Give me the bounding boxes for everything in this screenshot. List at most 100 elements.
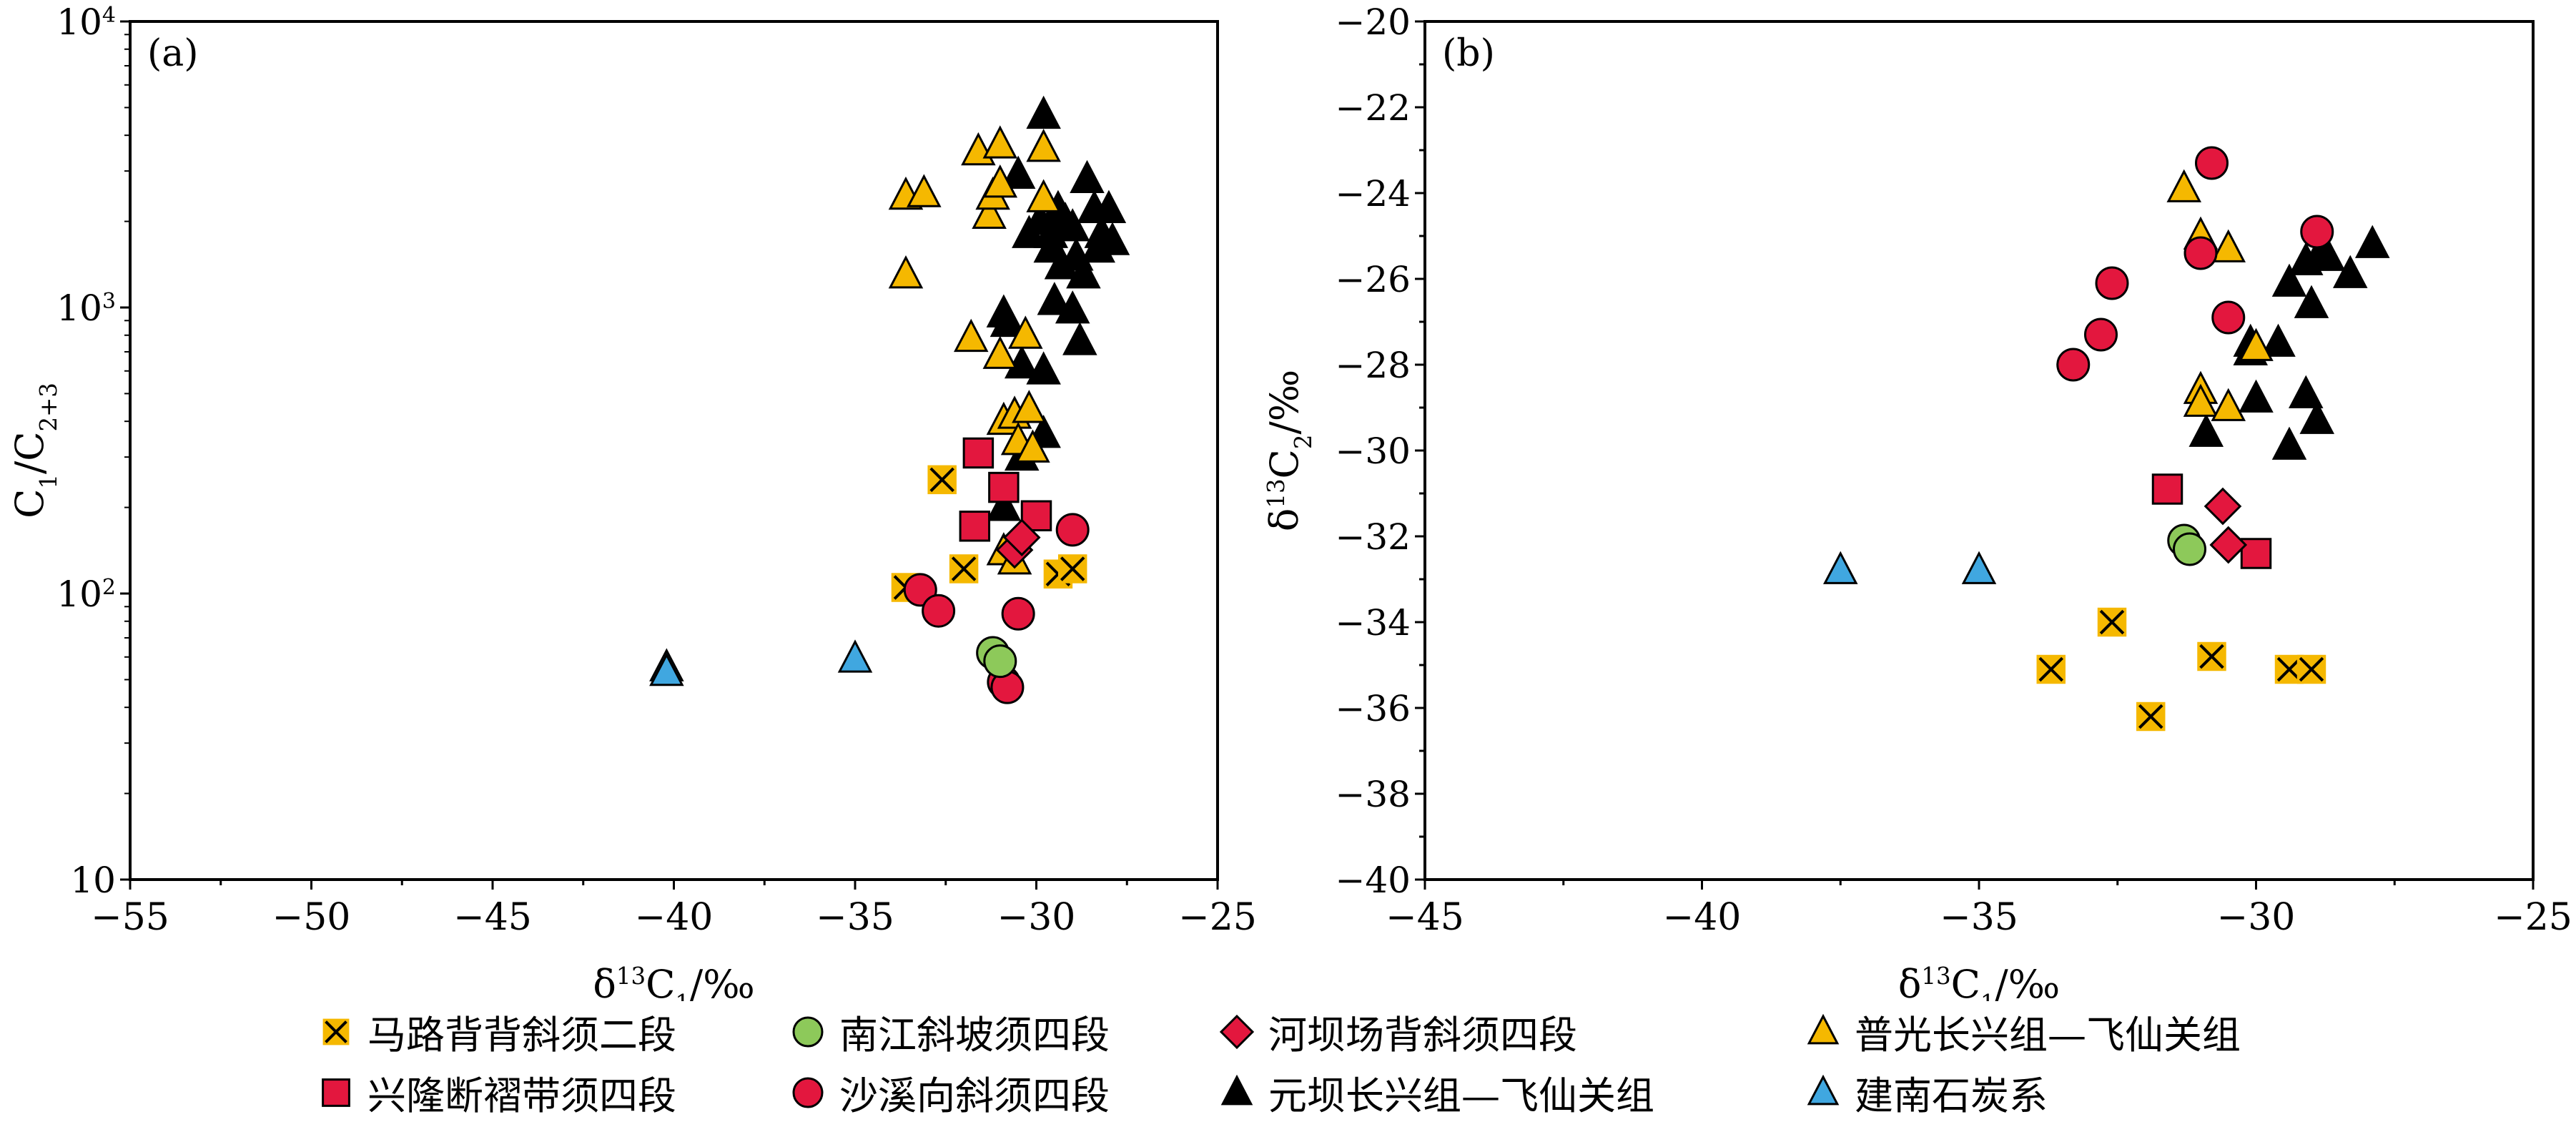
x-tick-label: −25 (2494, 896, 2572, 939)
data-point-puguang (1026, 179, 1061, 212)
data-point-xinglong (988, 471, 1020, 503)
legend-label: 元坝长兴组—飞仙关组 (1268, 1073, 1654, 1118)
data-point-puguang (1008, 315, 1043, 349)
data-point-yuanba (2271, 263, 2307, 297)
data-point-jiannan (1961, 551, 1997, 584)
data-point-yuanba (2354, 225, 2390, 258)
data-point-puguang (907, 174, 942, 207)
data-point-puguang (953, 318, 989, 353)
x-tick-label: −30 (2217, 896, 2296, 939)
data-point-xinglong (962, 437, 995, 469)
data-point-yuanba (1026, 351, 1061, 385)
legend: 马路背背斜须二段 南江斜坡须四段 河坝场背斜须四段 普光长兴组—飞仙关组兴隆断褶带须四… (315, 1001, 2531, 1123)
data-point-puguang (1012, 390, 1047, 423)
data-point-heba (2209, 526, 2248, 564)
data-point-yuanba (2288, 375, 2324, 408)
panel-b: −45 −40 −35 −30 −25−40−38−36−34−32−30−28−26−… (1262, 1, 2572, 1001)
y-tick-label: 104 (56, 1, 116, 43)
y-tick-label: −20 (1335, 1, 1411, 43)
data-point-puguang (982, 335, 1018, 369)
y-tick-label: −28 (1335, 345, 1411, 386)
circle-marker-icon (792, 1077, 824, 1108)
x-tick-label: −40 (635, 896, 714, 939)
legend-label: 南江斜坡须四段 (839, 1013, 1110, 1058)
legend-marker-jiannan (1807, 1074, 1840, 1105)
x-tick-label: −55 (91, 896, 169, 939)
y-tick-label: −22 (1335, 87, 1411, 129)
x-tick-label: −35 (1940, 896, 2018, 939)
y-tick-label: −38 (1335, 774, 1411, 815)
data-point-xinglong (959, 511, 991, 542)
legend-label: 兴隆断褶带须四段 (367, 1073, 676, 1118)
x-tick-label: −35 (816, 896, 894, 939)
data-point-yuanba (1055, 208, 1090, 242)
legend-marker-xinglong (322, 1078, 350, 1107)
xsquare-marker-icon (322, 1018, 350, 1045)
y-axis-label: C1/C2+3 (7, 383, 62, 518)
y-tick-label: −26 (1335, 259, 1411, 300)
data-point-shaxi (1001, 596, 1035, 631)
x-tick-label: −25 (1178, 896, 1257, 939)
legend-marker-heba (1219, 1014, 1255, 1049)
data-point-yuanba (1070, 159, 1105, 194)
data-point-shaxi (2183, 236, 2218, 270)
legend-item-nanjiang: 南江斜坡须四段 (786, 1003, 1187, 1060)
panel-label: (a) (147, 32, 199, 75)
data-point-yuanba (1091, 190, 1127, 223)
y-tick-label: 103 (56, 287, 116, 329)
legend-marker-yuanba (1220, 1074, 1253, 1105)
legend-item-yuanba: 元坝长兴组—飞仙关组 (1215, 1064, 1773, 1121)
data-point-yuanba (1095, 222, 1130, 255)
data-point-puguang (2239, 328, 2274, 361)
y-axis-label: δ13C2/‰ (1262, 370, 1317, 531)
y-tick-label: −32 (1335, 516, 1411, 558)
data-point-yuanba (986, 488, 1022, 521)
data-point-yuanba (1066, 255, 1101, 289)
data-point-heba (2204, 487, 2242, 526)
y-tick-label: −36 (1335, 688, 1411, 729)
data-point-nanjiang (2173, 532, 2206, 566)
legend-item-puguang: 普光长兴组—飞仙关组 (1802, 1003, 2374, 1060)
data-point-yuanba (2271, 426, 2307, 460)
data-point-shaxi (2300, 215, 2334, 249)
legend-item-shaxi: 沙溪向斜须四段 (786, 1064, 1187, 1121)
data-point-puguang (2211, 388, 2246, 421)
triangle-marker-icon (1807, 1013, 1840, 1044)
data-point-yuanba (1026, 95, 1061, 129)
x-tick-label: −50 (272, 896, 351, 939)
data-point-yuanba (2188, 413, 2224, 447)
legend-item-heba: 河坝场背斜须四段 (1215, 1003, 1773, 1060)
plot-frame (1423, 20, 2535, 881)
data-point-yuanba (2261, 323, 2296, 357)
panel-a: −55 −50 −45 −40 −35 −30 −25 10 102 103 104 (a) δ13C1… (7, 1, 1257, 1001)
data-point-malu (2097, 607, 2127, 637)
data-point-puguang (2166, 169, 2202, 202)
data-point-malu (2296, 654, 2326, 684)
data-point-yuanba (1037, 282, 1072, 315)
y-tick-label: 10 (70, 860, 116, 901)
data-point-jiannan (837, 639, 873, 673)
legend-marker-shaxi (792, 1077, 824, 1108)
diamond-marker-icon (1219, 1014, 1255, 1049)
data-point-yuanba (1062, 322, 1097, 355)
data-point-puguang (982, 164, 1018, 198)
x-tick-label: −45 (1386, 896, 1464, 939)
data-point-yuanba (2299, 400, 2335, 434)
y-tick-label: −34 (1335, 602, 1411, 644)
x-tick-label: −45 (453, 896, 532, 939)
legend-label: 沙溪向斜须四段 (839, 1073, 1110, 1118)
square-marker-icon (322, 1078, 350, 1107)
x-tick-label: −40 (1663, 896, 1742, 939)
legend-item-xinglong: 兴隆断褶带须四段 (315, 1064, 758, 1121)
data-point-xinglong (2240, 538, 2272, 569)
y-tick-label: 102 (56, 574, 116, 615)
data-point-shaxi (2095, 266, 2129, 300)
data-point-puguang (2183, 383, 2219, 417)
data-point-nanjiang (983, 644, 1017, 679)
data-point-malu (1057, 554, 1087, 584)
data-point-shaxi (1055, 513, 1090, 547)
panel-label: (b) (1442, 32, 1495, 75)
legend-marker-nanjiang (792, 1016, 824, 1047)
data-point-malu (2197, 641, 2226, 671)
legend-label: 马路背背斜须二段 (367, 1013, 676, 1058)
